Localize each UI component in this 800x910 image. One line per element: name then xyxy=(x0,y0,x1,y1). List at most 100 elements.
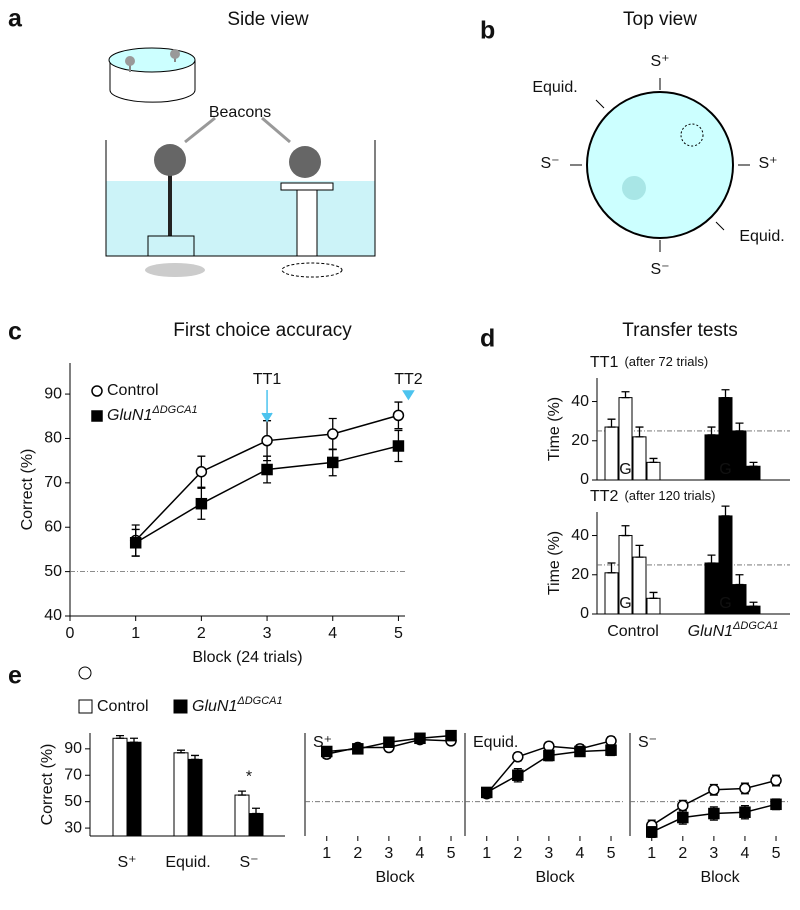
error-bar xyxy=(735,574,744,586)
bar xyxy=(234,794,250,837)
error-bar xyxy=(252,807,260,815)
marker xyxy=(129,537,142,549)
bar-label: G xyxy=(719,461,731,478)
name-text: GluN1 xyxy=(192,698,237,715)
bar xyxy=(704,434,719,481)
y-tick-label: 70 xyxy=(44,474,62,491)
error-bar xyxy=(621,391,630,399)
direction-label: S⁺ xyxy=(758,155,777,172)
beacons-label: Beacons xyxy=(209,104,271,121)
subplot-title: Equid. xyxy=(473,734,518,751)
x-tick-label: 0 xyxy=(66,625,75,642)
marker xyxy=(677,811,689,824)
legend-marker xyxy=(78,666,92,680)
annotation-arrow xyxy=(402,390,415,401)
error-bar xyxy=(707,426,716,436)
chart-label: TT2 (after 120 trials) xyxy=(590,488,716,505)
panel-title: Transfer tests xyxy=(622,320,737,341)
bar xyxy=(187,758,203,837)
direction-label: S⁻ xyxy=(650,261,669,278)
y-tick-label: 20 xyxy=(571,432,589,449)
direction-label: S⁻ xyxy=(540,155,559,172)
y-axis-label: Time (%) xyxy=(546,531,563,595)
y-tick-label: 90 xyxy=(44,385,62,402)
bar xyxy=(646,461,661,481)
marker xyxy=(543,749,555,762)
annotation-arrow xyxy=(261,390,273,423)
bar-label: G xyxy=(619,595,631,612)
y-tick-label: 70 xyxy=(64,766,82,783)
error-bar xyxy=(116,734,124,739)
marker xyxy=(414,732,426,745)
label-text: TT2 xyxy=(590,488,619,505)
x-tick-label: 2 xyxy=(197,625,206,642)
x-tick-label: 4 xyxy=(740,845,749,862)
panel-title: Side view xyxy=(227,9,309,30)
legend-marker xyxy=(91,385,103,397)
bar xyxy=(632,556,647,615)
error-bar xyxy=(635,544,644,558)
error-bar xyxy=(607,562,616,574)
direction-label: S⁺ xyxy=(650,53,669,70)
y-tick-label: 50 xyxy=(44,563,62,580)
marker xyxy=(739,806,751,818)
error-bar xyxy=(238,790,246,796)
bar-label: G xyxy=(719,595,731,612)
error-bar xyxy=(735,422,744,432)
bar xyxy=(732,584,747,615)
name-text: Control xyxy=(607,623,659,640)
y-tick-label: 0 xyxy=(580,605,589,622)
y-tick-label: 20 xyxy=(571,566,589,583)
x-tick-label: S⁻ xyxy=(239,854,258,871)
panel-letter: a xyxy=(8,5,23,33)
error-bar xyxy=(721,389,730,399)
name-text: GluN1 xyxy=(107,407,152,424)
marker xyxy=(383,736,395,748)
error-bar xyxy=(649,457,658,463)
error-bar xyxy=(721,505,730,517)
top-view-diagram xyxy=(570,78,750,252)
y-axis-label: Correct (%) xyxy=(39,744,56,826)
legend-marker xyxy=(78,699,93,714)
x-tick-label: 3 xyxy=(384,845,393,862)
bar xyxy=(604,572,619,615)
marker xyxy=(605,744,617,756)
side-view-diagram xyxy=(105,47,376,278)
y-tick-label: 30 xyxy=(64,819,82,836)
y-tick-label: 0 xyxy=(580,471,589,488)
series-name: GluN1ΔDGCA1 xyxy=(192,695,283,715)
name-superscript: ΔDGCA1 xyxy=(151,404,197,416)
name-text: Control xyxy=(97,698,149,715)
x-tick-label: 4 xyxy=(415,845,424,862)
x-tick-label: 3 xyxy=(709,845,718,862)
label-note: (after 120 trials) xyxy=(624,488,715,503)
series-name: GluN1ΔDGCA1 xyxy=(688,620,779,640)
error-bar xyxy=(130,737,138,743)
x-tick-label: 3 xyxy=(544,845,553,862)
name-text: Control xyxy=(107,382,159,399)
series-name: Control xyxy=(97,698,149,715)
error-bar xyxy=(635,426,644,438)
y-tick-label: 40 xyxy=(44,607,62,624)
error-bar xyxy=(621,525,630,537)
annotation: TT2 xyxy=(394,371,423,388)
marker xyxy=(392,409,405,422)
direction-label: Equid. xyxy=(532,79,577,96)
error-bar xyxy=(191,754,199,761)
error-bar xyxy=(749,601,758,607)
label-note: (after 72 trials) xyxy=(624,354,708,369)
x-tick-label: 2 xyxy=(513,845,522,862)
error-bar xyxy=(649,591,658,599)
y-tick-label: 50 xyxy=(64,793,82,810)
marker xyxy=(708,784,720,796)
bar xyxy=(732,430,747,481)
bar xyxy=(248,813,264,837)
y-tick-label: 60 xyxy=(44,518,62,535)
x-tick-label: Equid. xyxy=(165,854,210,871)
series-name: Control xyxy=(607,623,659,640)
marker xyxy=(195,497,208,510)
x-tick-label: 5 xyxy=(607,845,616,862)
bar xyxy=(632,436,647,481)
marker xyxy=(261,434,273,447)
x-axis-label: Block (24 trials) xyxy=(192,649,302,666)
